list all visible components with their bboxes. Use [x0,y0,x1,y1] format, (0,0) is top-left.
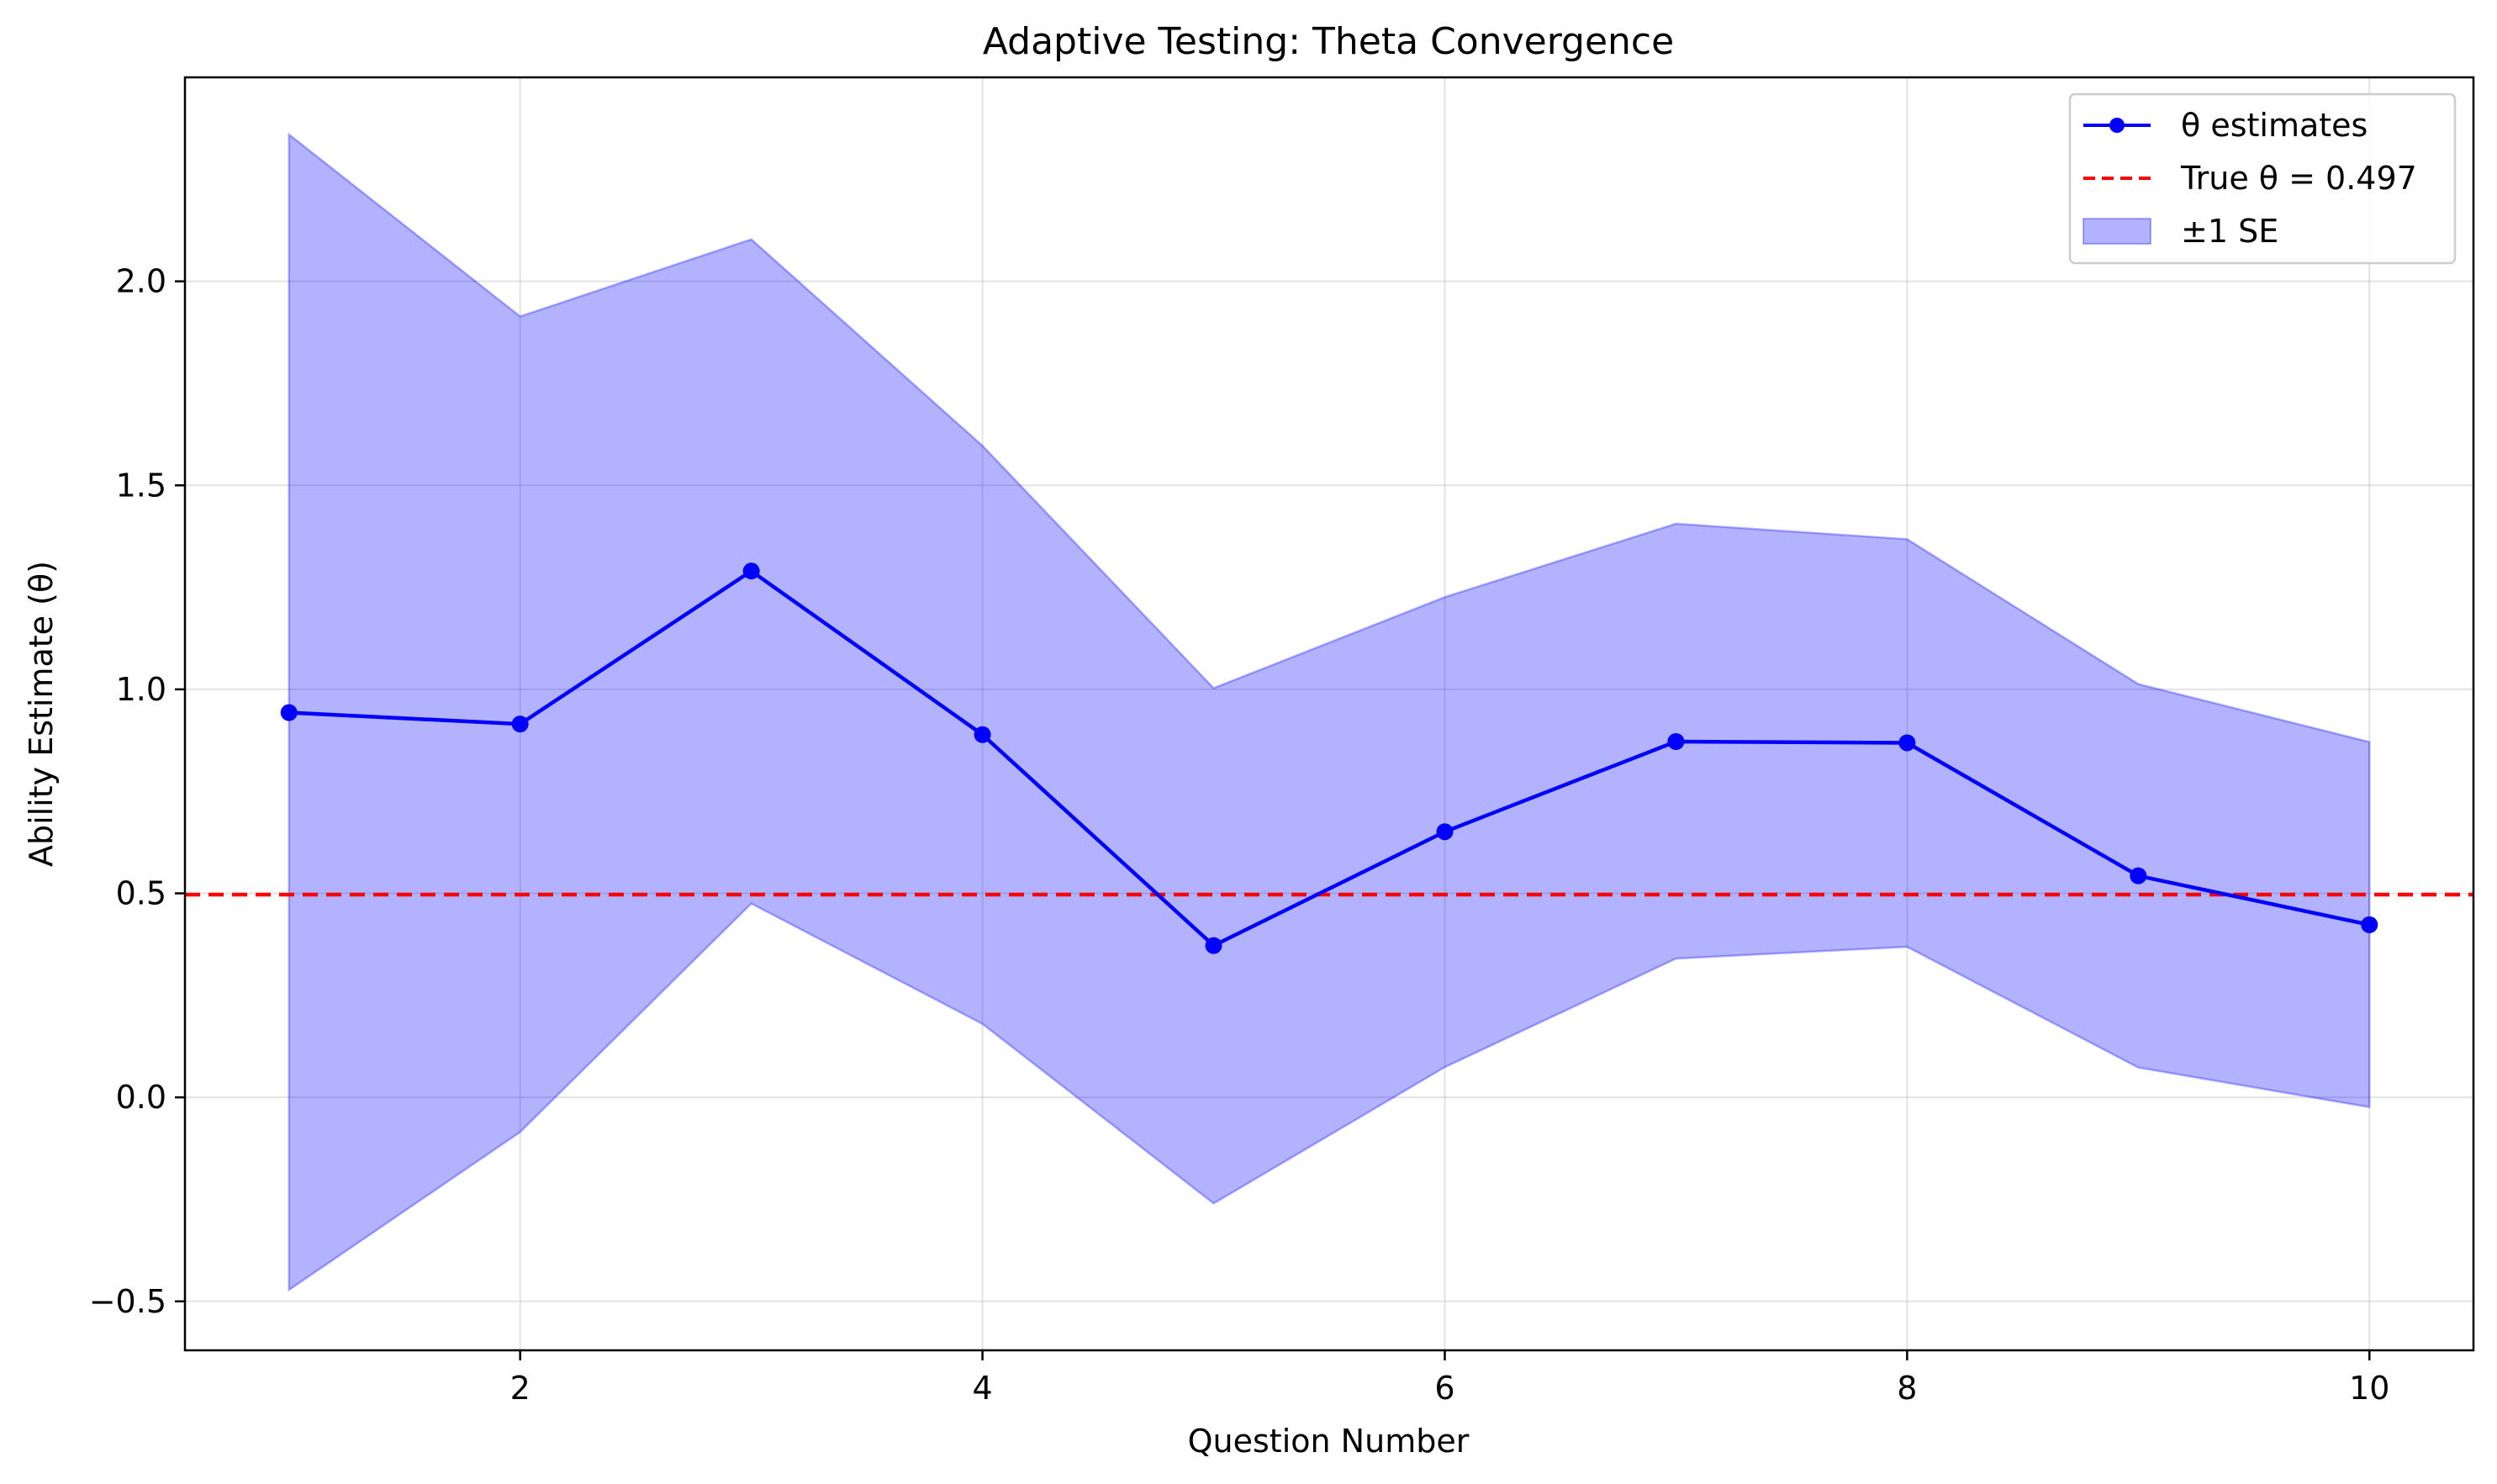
axis-ticks: 2 4 6 8 10 −0.5 0.0 0.5 1.0 1.5 2.0 [89,263,2390,1407]
x-tick-label: 6 [1434,1370,1454,1407]
theta-point [742,562,760,580]
y-tick-label: 1.5 [116,467,166,504]
theta-point [2130,867,2147,885]
legend-label-true-theta: True θ = 0.497 [2180,160,2417,197]
x-tick-label: 2 [510,1370,531,1407]
plot-area-frame [183,76,2475,1352]
legend-band-swatch [2083,218,2151,245]
theta-point [974,726,991,743]
legend-marker-swatch [2109,118,2125,133]
theta-point [280,704,298,721]
se-band [288,132,2371,1292]
theta-point [1436,823,1454,841]
legend-frame [2068,92,2457,265]
y-tick-label: 0.0 [116,1079,166,1116]
y-tick-label: 0.5 [116,875,166,912]
y-tick-label: −0.5 [89,1283,166,1320]
theta-point [1205,937,1222,954]
theta-point [511,716,529,733]
legend-label-estimates: θ estimates [2181,107,2368,144]
theta-point [1667,732,1685,750]
y-axis-label: Ability Estimate (θ) [23,561,60,867]
theta-point [2361,916,2378,933]
se-band-layer [288,132,2371,1292]
x-axis-label: Question Number [1188,1423,1470,1460]
y-tick-label: 1.0 [116,671,166,708]
x-tick-label: 10 [2349,1370,2389,1407]
theta-line [288,568,2370,948]
y-tick-label: 2.0 [116,263,166,300]
legend-label-se: ±1 SE [2181,213,2278,250]
x-tick-label: 8 [1897,1370,1917,1407]
x-tick-label: 4 [972,1370,992,1407]
theta-point [1898,734,1916,752]
legend: θ estimates True θ = 0.497 ±1 SE [2068,92,2457,265]
chart-title: Adaptive Testing: Theta Convergence [983,20,1674,63]
theta-series-layer [280,562,2378,954]
